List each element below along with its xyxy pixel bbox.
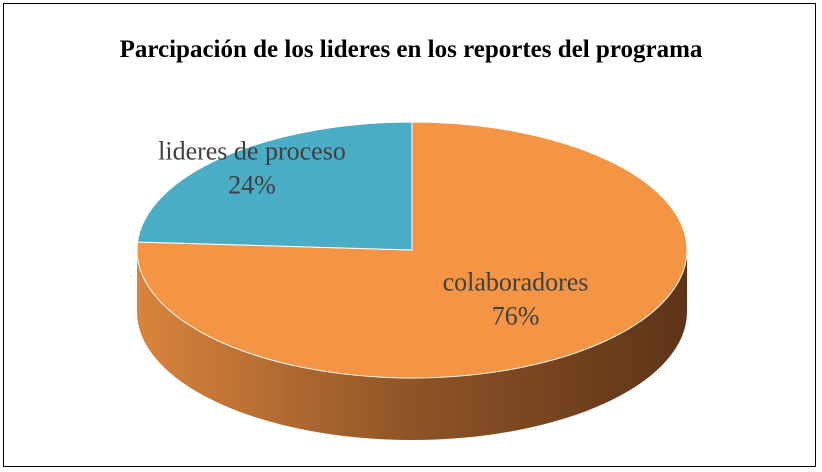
pie-slice (136, 121, 688, 379)
chart-title: Parcipación de los lideres en los report… (119, 36, 703, 63)
slice-value-label: 24% (228, 171, 276, 200)
pie-slice (136, 121, 413, 251)
slice-category-label: lideres de proceso (158, 137, 346, 166)
slice-category-label: colaboradores (443, 267, 589, 296)
pie-side (137, 250, 687, 440)
chart-frame (3, 3, 816, 467)
slice-value-label: 76% (492, 301, 540, 330)
